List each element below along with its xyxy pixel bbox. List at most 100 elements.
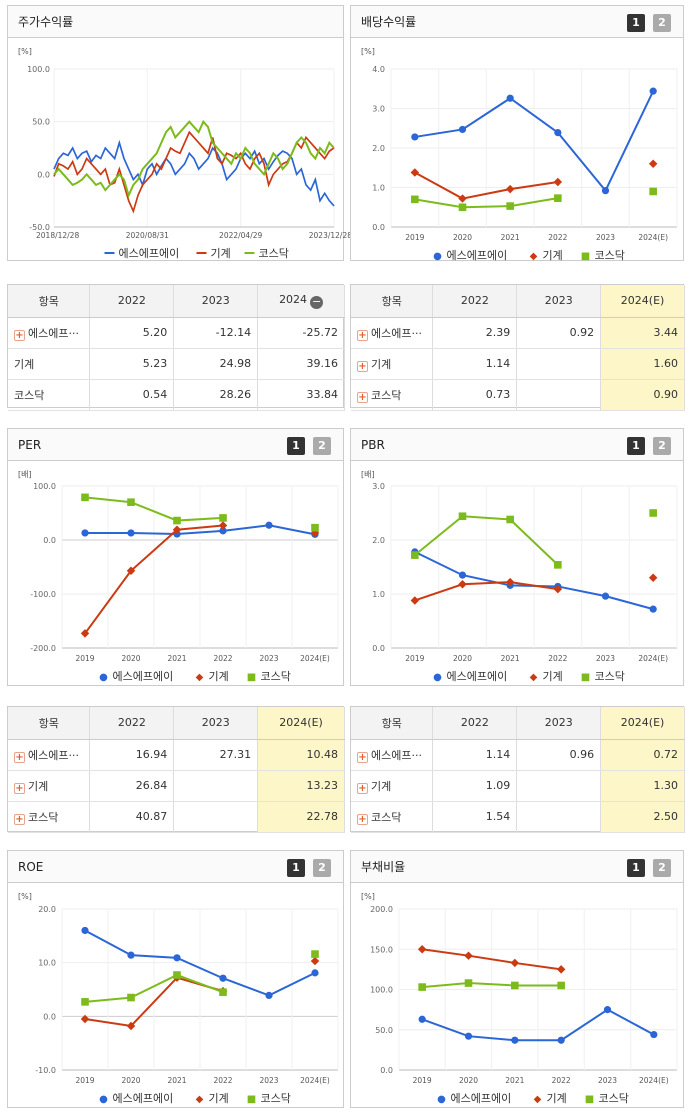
expand-icon[interactable]: + [357,751,368,763]
series-line-1 [53,130,335,214]
debt-panel: 부채비율 1 2 [%] 200.0 150.0 100.0 50.0 0.0 2019 20… [350,850,684,1108]
header-label: 2023 [544,716,573,730]
row-name: 에스에프··· [28,326,79,340]
chart-option-1-button[interactable]: 1 [627,437,645,455]
expand-icon[interactable]: + [357,360,368,372]
row-name: 코스닥 [14,388,45,402]
row-name-cell[interactable]: + 코스닥 [8,801,91,833]
div-table: 항목 2022 2023 2024(E) + 에스에프··· 2.39 0.92 3.44 + 기계… [351,285,685,411]
per-table: 항목 2022 2023 2024(E) + 에스에프··· 16.94 27.31 10.48… [8,707,345,833]
x-tick-label: 2020 [459,1076,478,1085]
value-cell: 5.23 [89,348,175,380]
row-name: 기계 [371,357,392,371]
data-point [506,94,514,102]
data-point [173,971,181,979]
table-header-cell: 2022 [89,707,175,740]
row-name-cell[interactable]: + 에스에프··· [8,739,91,771]
x-tick-label: 2019 [413,1076,432,1085]
expand-icon[interactable]: + [14,751,25,763]
value-cell [516,770,602,802]
row-name-cell[interactable]: + 에스에프··· [351,739,434,771]
expand-icon[interactable]: + [357,782,368,794]
chart-option-1-button[interactable]: 1 [287,437,305,455]
per-chart: [배]100.0 0.0 -100.0 -200.0 2019 2020 2021 2022 2… [18,470,339,683]
value-cell: 1.14 [432,739,518,771]
data-point [219,974,227,982]
y-tick-label: 0.0 [380,1066,393,1075]
x-tick-label: 2021 [167,1076,186,1085]
x-tick-label: 2019 [405,233,424,242]
row-name-cell[interactable]: + 기계 [351,348,434,380]
table-row: + 에스에프··· 1.14 0.96 0.72 [351,739,685,771]
value-cell: 10.48 [257,739,345,771]
value-cell: 1.60 [600,348,685,380]
expand-icon[interactable]: + [14,813,25,825]
row-name-cell[interactable]: + 에스에프··· [351,317,434,349]
data-point [265,991,273,1000]
value-cell: 5.20 [89,317,175,349]
chart-option-2-button[interactable]: 2 [313,437,331,455]
value-cell: 2.50 [600,801,685,833]
y-tick-label: 200.0 [370,905,393,914]
chart-option-1-button[interactable]: 1 [287,859,305,877]
chart-option-2-button[interactable]: 2 [653,14,671,32]
table-header-cell: 항목 [8,707,91,740]
row-name-cell[interactable]: + 기계 [8,770,91,802]
data-point [127,993,135,1002]
expand-icon[interactable]: + [14,782,25,794]
row-name-cell[interactable]: 코스닥 [8,379,91,411]
row-name-cell[interactable]: + 코스닥 [351,801,434,833]
collapse-icon[interactable]: − [310,294,324,309]
y-tick-label: 20.0 [38,905,56,914]
panel-title: 주가수익률 [8,6,343,38]
legend-label: 에스에프에이 [447,249,508,262]
y-tick-label: 2.0 [372,144,385,153]
chart-option-1-button[interactable]: 1 [627,14,645,32]
header-label: 2024(E) [279,716,323,730]
y-tick-label: 50.0 [375,1026,393,1035]
expand-icon[interactable]: + [357,813,368,825]
row-name-cell[interactable]: + 기계 [351,770,434,802]
x-tick-label: 2021 [501,654,520,663]
table-row: 코스닥 0.54 28.26 33.84 [8,379,345,411]
header-label: 2024(E) [620,716,665,730]
data-point [126,566,136,576]
legend-label: 에스에프에이 [113,670,174,683]
chart-option-2-button[interactable]: 2 [653,437,671,455]
row-name-cell[interactable]: + 코스닥 [351,379,434,411]
data-point [603,1006,612,1014]
value-cell: 33.84 [257,379,345,411]
row-name-cell[interactable]: + 에스에프··· [8,317,91,349]
table-row: + 에스에프··· 5.20 -12.14 -25.72 [8,317,345,349]
data-point [505,184,515,194]
expand-icon[interactable]: + [357,391,368,403]
row-name-cell[interactable]: 기계 [8,348,91,380]
table-header-cell: 항목 [8,285,91,318]
legend-marker: ● [433,251,442,262]
chart-option-1-button[interactable]: 1 [627,859,645,877]
table-header-cell: 2022 [432,285,518,318]
table-row: + 기계 1.09 1.30 [351,770,685,802]
value-cell: 24.98 [173,348,259,380]
value-cell [516,348,602,380]
row-name: 코스닥 [371,388,402,402]
data-point [557,981,565,990]
data-point [81,529,89,537]
data-point [127,498,135,506]
legend-marker: ● [99,1094,108,1105]
data-point [81,926,89,935]
x-tick-label: 2021 [167,654,186,663]
row-name: 기계 [28,779,49,793]
expand-icon[interactable]: + [357,329,368,341]
legend-label: 코스닥 [595,670,625,683]
chart-option-2-button[interactable]: 2 [653,859,671,877]
data-point [648,159,658,169]
series-line-0 [414,90,655,193]
chart-option-2-button[interactable]: 2 [313,859,331,877]
legend-label: 에스에프에이 [119,247,180,260]
legend-marker: ◆ [534,1094,542,1105]
y-tick-label: 0.0 [43,536,56,545]
data-point [311,969,319,977]
expand-icon[interactable]: + [14,329,25,341]
